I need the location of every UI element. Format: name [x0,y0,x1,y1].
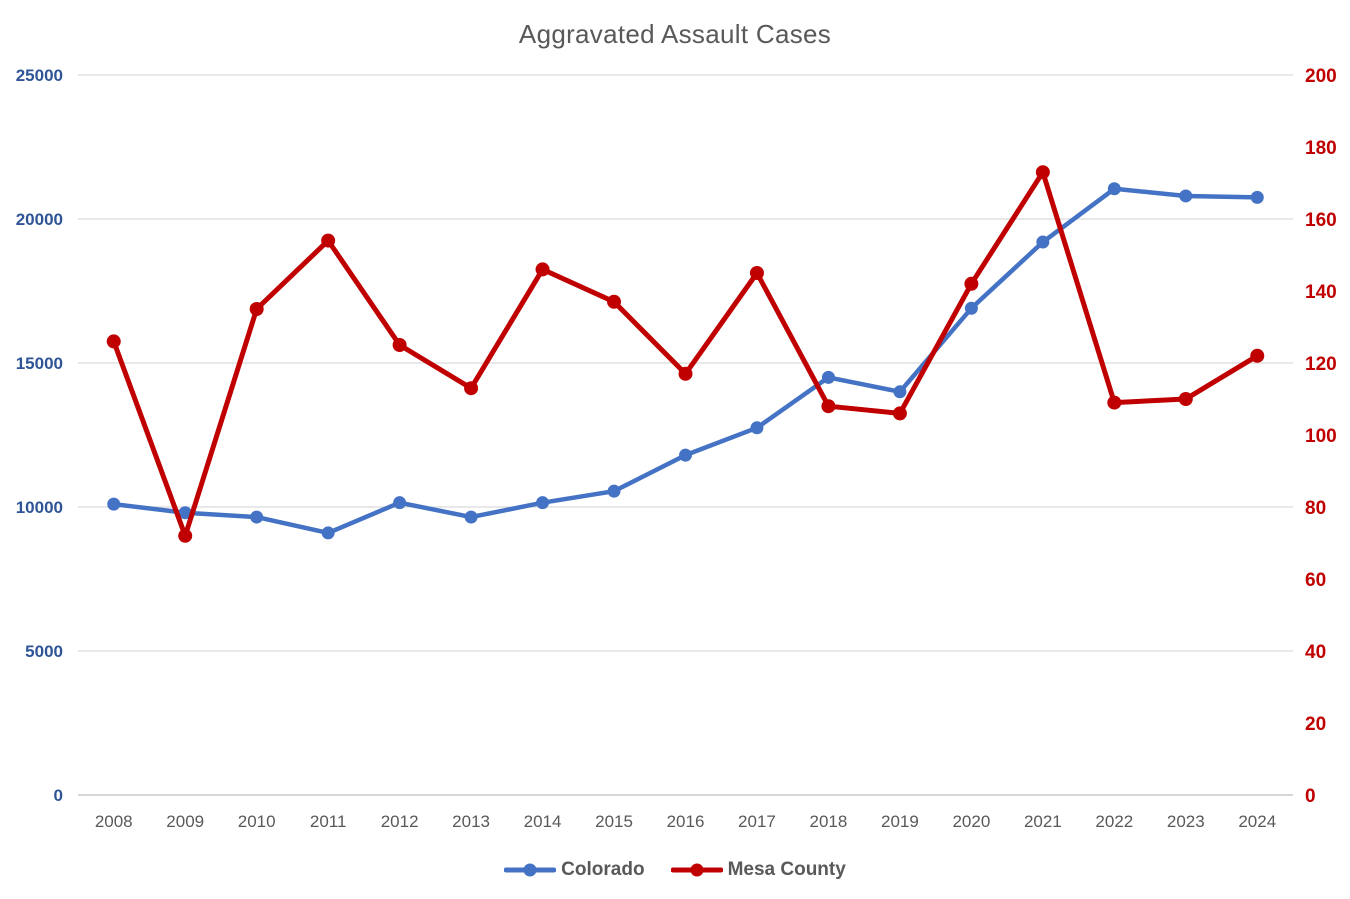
colorado-data-point-marker [1036,235,1050,249]
right-axis-tick-label: 180 [1305,138,1337,159]
x-axis-tick-label: 2013 [452,812,490,831]
colorado-data-point-marker [607,484,621,498]
colorado-data-point-marker [750,421,764,435]
x-axis-tick-label: 2023 [1167,812,1205,831]
colorado-data-point-marker [464,510,478,524]
mesa-county-data-point-marker [321,233,336,248]
x-axis-tick-label: 2014 [524,812,562,831]
right-axis-tick-label: 20 [1305,714,1326,735]
mesa-county-data-point-marker [392,338,407,352]
right-axis-tick-label: 80 [1305,498,1326,519]
left-axis-tick-label: 20000 [16,210,63,229]
legend-item-colorado: Colorado [503,859,645,881]
right-axis-tick-label: 140 [1305,282,1337,303]
colorado-data-point-marker [107,497,121,511]
colorado-data-point-marker [1107,182,1121,196]
mesa-county-data-point-marker [464,381,479,396]
x-axis-tick-label: 2021 [1024,812,1062,831]
x-axis-tick-label: 2022 [1095,812,1133,831]
mesa-county-data-point-marker [106,334,121,349]
colorado-data-point-marker [1250,190,1264,204]
mesa-county-data-point-marker [535,262,550,277]
x-axis-tick-label: 2024 [1238,812,1276,831]
colorado-data-point-marker [250,510,264,524]
legend: Colorado Mesa County [0,859,1350,881]
colorado-line-swatch-icon [503,862,557,878]
x-axis-tick-label: 2010 [238,812,276,831]
colorado-data-point-marker [393,496,407,510]
x-axis-tick-label: 2017 [738,812,776,831]
left-axis-tick-label: 0 [54,786,63,805]
right-axis-tick-label: 200 [1305,66,1337,87]
x-axis-tick-label: 2012 [381,812,419,831]
x-axis-tick-label: 2020 [952,812,990,831]
mesa-county-data-point-marker [1035,165,1050,180]
left-axis-tick-label: 5000 [25,642,63,661]
x-axis-tick-label: 2015 [595,812,633,831]
mesa-county-data-point-marker [1178,392,1193,406]
colorado-data-point-marker [821,370,835,384]
mesa-county-data-point-marker [1250,348,1265,363]
colorado-line [111,186,1260,536]
mesa-county-data-point-marker [821,399,836,414]
colorado-data-point-marker [178,506,192,520]
x-axis-tick-label: 2008 [95,812,133,831]
mesa-county-data-point-marker [1107,395,1122,410]
mesa-county-data-point-marker [964,276,979,291]
colorado-data-point-marker [1179,189,1193,203]
x-axis-tick-label: 2018 [810,812,848,831]
left-axis-tick-label: 10000 [16,498,63,517]
right-axis-tick-label: 120 [1305,354,1337,375]
x-axis-tick-label: 2019 [881,812,919,831]
legend-item-mesa-county: Mesa County [670,859,846,881]
right-axis-tick-label: 160 [1305,210,1337,231]
mesa-county-data-point-marker [892,406,907,421]
left-axis-tick-label: 25000 [16,66,63,85]
colorado-data-point-marker [964,301,978,315]
mesa-county-data-point-marker [607,294,622,309]
colorado-data-point-marker [893,385,907,399]
x-axis-tick-label: 2009 [166,812,204,831]
x-axis-tick-label: 2011 [310,812,347,831]
mesa-county-data-point-marker [749,266,764,280]
mesa-county-data-point-marker [249,302,264,316]
right-axis-tick-label: 100 [1305,426,1337,447]
chart-title: Aggravated Assault Cases [518,19,832,49]
mesa-county-data-point-marker [178,528,193,543]
colorado-data-point-marker [679,448,692,462]
right-axis-tick-label: 40 [1305,642,1326,663]
x-axis-tick-label: 2016 [667,812,705,831]
colorado-data-point-marker [321,526,335,540]
left-axis-tick-label: 15000 [16,354,63,373]
mesa-county-line-swatch-icon [670,862,724,878]
right-axis-tick-label: 60 [1305,570,1326,591]
mesa-county-data-point-marker [678,366,693,381]
right-axis-tick-label: 0 [1305,786,1316,807]
colorado-data-point-marker [536,496,550,510]
legend-label-mesa-county: Mesa County [727,859,846,880]
legend-label-colorado: Colorado [561,859,645,880]
mesa-county-line [111,169,1260,539]
